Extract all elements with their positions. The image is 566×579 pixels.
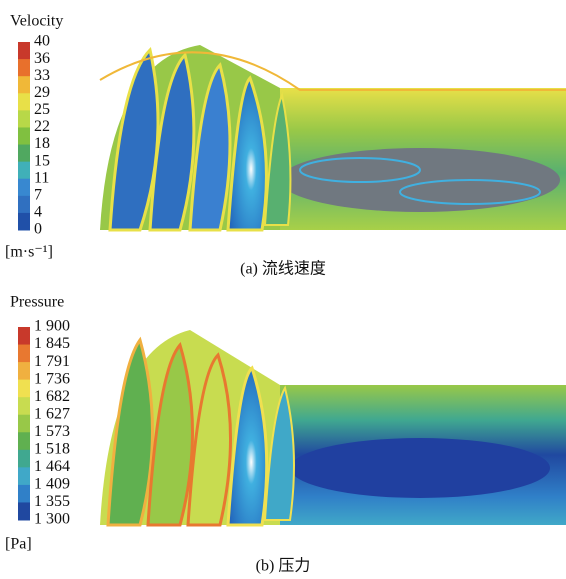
tick-label: 1 791 [34,353,70,370]
color-band [18,127,30,145]
color-band [18,213,30,231]
color-band [18,450,30,468]
tick-label: 1 464 [34,458,70,475]
caption: (a) 流线速度 [240,260,326,278]
unit-label: [m·s⁻¹] [5,244,53,261]
legend-title: Pressure [10,294,64,311]
tick-label: 1 573 [34,423,70,440]
velocity-field [100,45,566,230]
tick-label: 18 [34,135,50,152]
color-band [18,110,30,128]
color-band [18,162,30,180]
unit-label: [Pa] [5,536,32,553]
tick-label: 1 300 [34,511,70,528]
color-band [18,432,30,450]
pressure-field [100,330,566,525]
color-band [18,59,30,77]
color-band [18,485,30,503]
tick-label: 22 [34,118,50,135]
tick-label: 1 518 [34,440,70,457]
tick-label: 1 900 [34,318,70,335]
color-band [18,415,30,433]
tick-label: 1 355 [34,493,70,510]
color-band [18,397,30,415]
color-band [18,179,30,197]
color-band [18,362,30,380]
tick-label: 15 [34,152,50,169]
color-band [18,502,30,520]
tick-label: 7 [34,186,42,203]
tick-label: 40 [34,33,50,50]
color-band [18,145,30,163]
tick-label: 25 [34,101,50,118]
tick-label: 1 845 [34,335,70,352]
tick-label: 1 409 [34,476,70,493]
tick-label: 1 627 [34,405,70,422]
color-band [18,345,30,363]
tick-label: 0 [34,221,42,238]
legend-title: Velocity [10,13,63,30]
color-band [18,380,30,398]
caption: (b) 压力 [256,557,311,575]
tick-label: 11 [34,169,49,186]
color-band [18,327,30,345]
tick-label: 29 [34,84,50,101]
tick-label: 1 682 [34,388,70,405]
tick-label: 36 [34,50,50,67]
color-band [18,467,30,485]
color-band [18,76,30,94]
color-band [18,93,30,111]
figure: Velocity403633292522181511740[m·s⁻¹](a) … [0,0,566,579]
color-band [18,196,30,214]
color-band [18,42,30,60]
tick-label: 33 [34,67,50,84]
tick-label: 1 736 [34,370,70,387]
tick-label: 4 [34,204,42,221]
